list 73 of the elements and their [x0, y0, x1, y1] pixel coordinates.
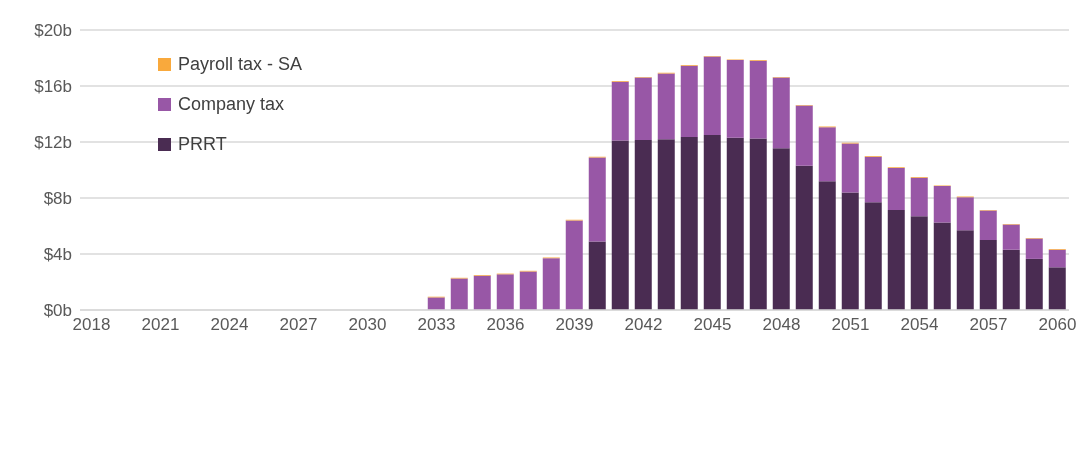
bar	[841, 192, 859, 310]
bar	[910, 177, 928, 217]
x-tick-label: 2030	[348, 315, 387, 335]
bar	[772, 148, 790, 310]
legend-label: Company tax	[178, 93, 285, 115]
bar	[933, 186, 951, 223]
bar	[749, 60, 767, 139]
legend-label: PRRT	[178, 133, 227, 155]
bar	[772, 77, 790, 149]
bar	[657, 139, 675, 310]
bar	[795, 165, 813, 310]
y-tick-label: $12b	[34, 133, 72, 153]
bar	[887, 167, 905, 210]
bar	[680, 137, 698, 310]
bar	[910, 216, 928, 310]
bar	[1025, 258, 1043, 310]
bar	[703, 56, 721, 135]
bar	[887, 209, 905, 310]
bar	[496, 274, 514, 310]
x-tick-label: 2024	[210, 315, 249, 335]
bar	[542, 258, 560, 310]
bar	[933, 222, 951, 310]
bar	[1048, 249, 1066, 268]
bar	[450, 278, 468, 310]
x-tick-label: 2057	[969, 315, 1008, 335]
legend-label: Payroll tax - SA	[178, 53, 303, 75]
bar	[1025, 238, 1043, 259]
bar	[864, 156, 882, 203]
bar	[956, 230, 974, 310]
bar	[795, 105, 813, 166]
y-tick-label: $20b	[34, 21, 72, 41]
x-tick-label: 2060	[1038, 315, 1077, 335]
bar	[565, 220, 583, 310]
bar	[979, 210, 997, 240]
x-tick-label: 2018	[72, 315, 111, 335]
x-tick-label: 2045	[693, 315, 732, 335]
bar	[611, 81, 629, 141]
bar	[634, 77, 652, 140]
y-tick-label: $4b	[43, 245, 72, 265]
bar	[703, 135, 721, 310]
bar	[1048, 267, 1066, 310]
x-tick-label: 2054	[900, 315, 939, 335]
x-tick-label: 2051	[831, 315, 870, 335]
bar	[588, 157, 606, 242]
bar	[427, 297, 445, 310]
bar	[818, 181, 836, 310]
y-tick-label: $0b	[43, 301, 72, 321]
x-tick-label: 2021	[141, 315, 180, 335]
bar	[680, 65, 698, 138]
bar	[726, 137, 744, 310]
x-tick-label: 2027	[279, 315, 318, 335]
bar	[473, 275, 491, 310]
x-tick-label: 2033	[417, 315, 456, 335]
bar	[818, 127, 836, 182]
bar	[841, 143, 859, 193]
bar	[1002, 249, 1020, 310]
bar	[864, 202, 882, 310]
bar	[611, 140, 629, 310]
bar	[979, 240, 997, 310]
x-tick-label: 2036	[486, 315, 525, 335]
bar	[588, 241, 606, 310]
bar	[634, 139, 652, 310]
bar	[726, 60, 744, 138]
y-tick-label: $8b	[43, 189, 72, 209]
y-tick-label: $16b	[34, 77, 72, 97]
bar	[749, 138, 767, 310]
x-tick-label: 2039	[555, 315, 594, 335]
bar	[1002, 224, 1020, 250]
bar	[956, 197, 974, 231]
bar	[657, 73, 675, 140]
x-tick-label: 2042	[624, 315, 663, 335]
bar	[519, 271, 537, 310]
x-tick-label: 2048	[762, 315, 801, 335]
